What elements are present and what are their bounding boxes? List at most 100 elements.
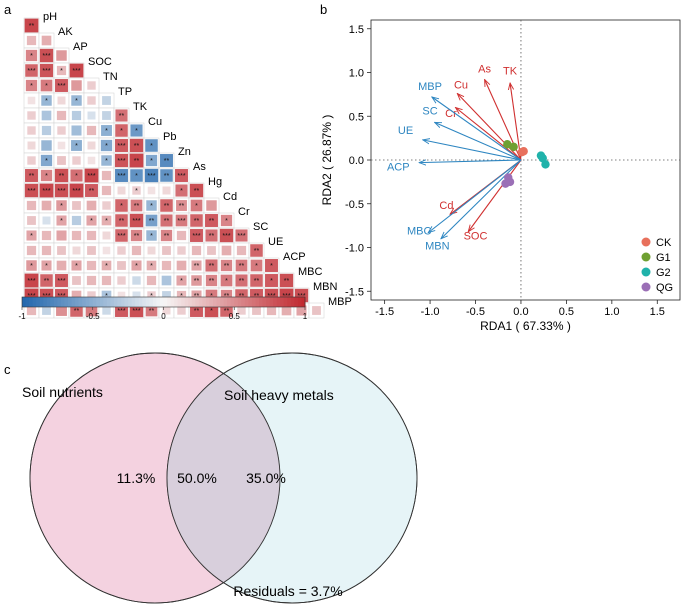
heatmap-cell-stars: **	[164, 158, 170, 165]
heatmap-cell	[115, 109, 128, 122]
heatmap-cell	[147, 291, 156, 300]
heatmap-cell	[177, 246, 186, 255]
heatmap-cell	[176, 200, 187, 211]
heatmap-cell	[72, 246, 81, 255]
heatmap-cell	[296, 305, 307, 316]
colorbar-segment	[188, 297, 193, 307]
heatmap-cell-stars: ***	[222, 233, 230, 240]
heatmap-cell	[220, 259, 233, 272]
heatmap-cell-stars: *	[60, 68, 63, 75]
heatmap-cell	[26, 35, 37, 46]
colorbar-segment	[145, 297, 150, 307]
colorbar-segment	[184, 297, 189, 307]
heatmap-cell-stars: **	[134, 203, 140, 210]
colorbar-segment	[227, 297, 232, 307]
heatmap-cell-stars: ***	[27, 188, 35, 195]
heatmap-cell-stars: **	[134, 233, 140, 240]
heatmap-variable-label: As	[193, 161, 206, 173]
arrow-label-sc: SC	[422, 106, 437, 118]
colorbar-segment	[103, 297, 108, 307]
arrow-ue	[423, 140, 522, 161]
heatmap-cell	[147, 186, 156, 195]
heatmap-cell	[132, 291, 141, 300]
heatmap-cell	[190, 229, 203, 242]
heatmap-cell-stars: *	[150, 263, 153, 270]
x-tick-label: 0.0	[513, 306, 528, 318]
heatmap-cell	[25, 64, 38, 77]
heatmap-cell-stars: ***	[27, 293, 35, 300]
point-g1	[503, 140, 512, 149]
heatmap-cell	[101, 275, 112, 286]
y-tick-label: -1.5	[345, 286, 364, 298]
heatmap-variable-label: MBC	[298, 266, 323, 278]
heatmap-cell	[102, 201, 111, 210]
heatmap-cell-stars: **	[194, 188, 200, 195]
heatmap-cell-stars: *	[75, 143, 78, 150]
arrow-sc	[435, 122, 522, 161]
heatmap-cell	[102, 111, 111, 120]
heatmap-cell-stars: ***	[237, 233, 245, 240]
heatmap-cell-stars: ***	[42, 293, 50, 300]
heatmap-cell	[41, 200, 52, 211]
heatmap-cell	[162, 291, 171, 300]
point-g2	[536, 151, 546, 160]
heatmap-cell-stars: ***	[72, 68, 80, 75]
colorbar-segment	[191, 297, 196, 307]
colorbar-segment	[89, 297, 94, 307]
heatmap-cell	[101, 125, 112, 136]
heatmap-cell-stars: *	[180, 188, 183, 195]
heatmap-cell-stars: *	[75, 98, 78, 105]
heatmap-cell	[72, 276, 81, 285]
panel-label-a: a	[4, 2, 12, 17]
heatmap-cell-stars: **	[224, 293, 230, 300]
x-axis-label: RDA1 ( 67.33% )	[480, 319, 571, 333]
heatmap-cell	[147, 246, 156, 255]
heatmap-cell-stars: **	[254, 293, 260, 300]
heatmap-cell	[57, 156, 66, 165]
plot-frame	[370, 19, 681, 301]
heatmap-variable-label: Hg	[208, 176, 222, 188]
venn-residuals: Residuals = 3.7%	[233, 583, 342, 599]
colorbar-segment	[64, 297, 69, 307]
heatmap-cell-stars: *	[105, 218, 108, 225]
heatmap-cell	[130, 199, 143, 212]
heatmap-cell	[41, 140, 52, 151]
heatmap-cell	[71, 230, 82, 241]
heatmap-cell-stars: *	[105, 143, 108, 150]
arrow-label-tk: TK	[503, 65, 518, 77]
heatmap-cell	[27, 156, 36, 165]
heatmap-cell-stars: **	[194, 278, 200, 285]
colorbar-segment	[25, 297, 30, 307]
venn-value-right: 35.0%	[246, 470, 286, 486]
heatmap-cell	[162, 246, 171, 255]
heatmap-cell-stars: **	[239, 293, 245, 300]
colorbar-segment	[177, 297, 182, 307]
heatmap-cell	[87, 291, 96, 300]
heatmap-cell	[87, 81, 96, 90]
heatmap-cell	[235, 274, 248, 287]
heatmap-cell	[70, 169, 83, 182]
heatmap-cell	[146, 200, 157, 211]
heatmap-cell	[69, 63, 84, 78]
heatmap-cell	[56, 65, 67, 76]
heatmap-cell-stars: *	[105, 128, 108, 135]
venn-set-label-right: Soil heavy metals	[224, 387, 334, 403]
heatmap-cell-stars: *	[180, 293, 183, 300]
colorbar-segment	[67, 297, 73, 307]
legend-marker-g2	[641, 267, 651, 277]
colorbar-segment	[60, 297, 65, 307]
colorbar-segment	[57, 297, 62, 307]
heatmap-cell-stars: **	[44, 278, 50, 285]
heatmap-cell	[266, 305, 277, 316]
heatmap-cell-stars: **	[164, 233, 170, 240]
x-tick-label: -1.5	[375, 306, 394, 318]
heatmap-cell-stars: ***	[192, 233, 200, 240]
heatmap-variable-label: TN	[103, 71, 118, 83]
heatmap-cell-stars: ***	[42, 53, 50, 60]
heatmap-cell	[40, 169, 53, 182]
venn-diagram: Soil nutrients Soil heavy metals 11.3% 50.0…	[22, 352, 418, 604]
heatmap-cell-stars: **	[224, 263, 230, 270]
heatmap-variable-label: Cr	[238, 206, 250, 218]
heatmap-cell	[115, 214, 128, 227]
heatmap-cell	[191, 290, 202, 301]
